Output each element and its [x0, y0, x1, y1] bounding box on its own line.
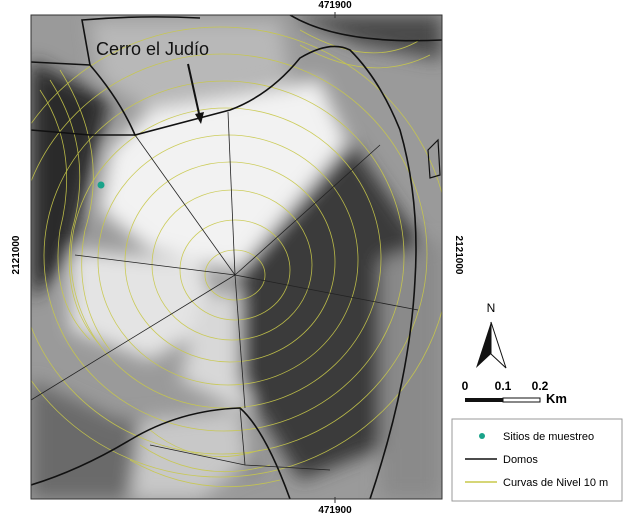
coord-label-top: 471900 [318, 0, 352, 11]
coord-label-right: 2121000 [453, 236, 464, 275]
coord-label-bottom: 471900 [318, 505, 352, 516]
legend-label: Domos [503, 454, 538, 466]
legend-label: Curvas de Nivel 10 m [503, 477, 608, 489]
scale-unit: Km [546, 391, 567, 406]
legend-label: Sitios de muestreo [503, 431, 594, 443]
sample-site [98, 182, 105, 189]
north-label: N [487, 301, 496, 315]
scale-bar [503, 398, 540, 402]
hillshade [0, 15, 450, 499]
map-figure: Cerro el Judío 471900 471900 2121000 212… [0, 0, 626, 518]
coord-label-left: 2121000 [11, 235, 22, 274]
place-label: Cerro el Judío [96, 39, 209, 59]
north-arrow-left [476, 322, 491, 368]
scale-tick-label: 0.1 [495, 379, 512, 393]
scale-tick-label: 0 [462, 379, 469, 393]
scale-bar [465, 398, 503, 402]
north-arrow-right [491, 322, 506, 368]
legend-symbol [479, 433, 485, 439]
